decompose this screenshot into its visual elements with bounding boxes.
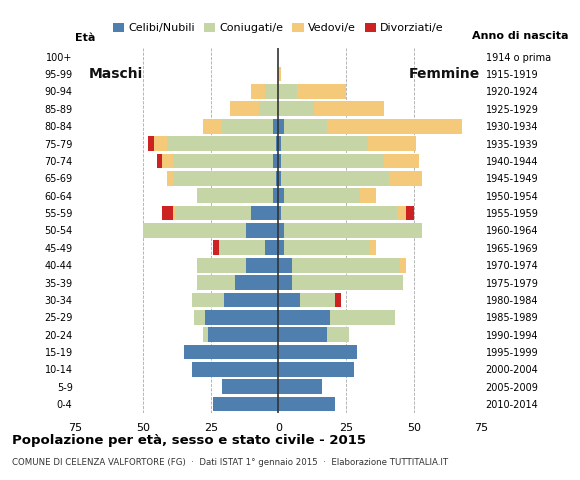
Bar	[192, 292, 224, 307]
Bar	[405, 205, 414, 220]
Bar	[259, 101, 278, 116]
Bar	[327, 327, 349, 342]
Bar	[197, 275, 235, 290]
Bar	[265, 84, 278, 99]
Bar	[327, 119, 462, 133]
Legend: Celibi/Nubili, Coniugati/e, Vedovi/e, Divorziati/e: Celibi/Nubili, Coniugati/e, Vedovi/e, Di…	[108, 19, 448, 38]
Bar	[278, 101, 314, 116]
Bar	[192, 362, 278, 377]
Bar	[300, 292, 335, 307]
Bar	[273, 154, 278, 168]
Bar	[154, 136, 168, 151]
Bar	[278, 275, 292, 290]
Bar	[276, 171, 278, 186]
Bar	[298, 84, 346, 99]
Bar	[273, 119, 278, 133]
Text: Femmine: Femmine	[408, 67, 480, 81]
Bar	[213, 240, 219, 255]
Bar	[173, 154, 273, 168]
Bar	[278, 362, 354, 377]
Bar	[197, 258, 246, 273]
Bar	[162, 205, 173, 220]
Bar	[278, 223, 284, 238]
Bar	[278, 240, 284, 255]
Text: Maschi: Maschi	[89, 67, 143, 81]
Bar	[143, 223, 246, 238]
Text: Anno di nascita: Anno di nascita	[472, 31, 568, 41]
Bar	[278, 205, 281, 220]
Bar	[265, 240, 278, 255]
Bar	[278, 188, 284, 203]
Bar	[292, 275, 403, 290]
Text: COMUNE DI CELENZA VALFORTORE (FG)  ·  Dati ISTAT 1° gennaio 2015  ·  Elaborazion: COMUNE DI CELENZA VALFORTORE (FG) · Dati…	[12, 458, 448, 468]
Bar	[278, 345, 357, 360]
Bar	[278, 119, 284, 133]
Bar	[148, 136, 154, 151]
Bar	[168, 136, 276, 151]
Bar	[278, 84, 298, 99]
Bar	[278, 327, 327, 342]
Bar	[246, 223, 278, 238]
Bar	[224, 292, 278, 307]
Bar	[335, 292, 340, 307]
Bar	[278, 379, 322, 394]
Bar	[284, 223, 422, 238]
Bar	[330, 310, 395, 324]
Bar	[173, 171, 276, 186]
Text: Età: Età	[75, 33, 96, 43]
Bar	[213, 397, 278, 411]
Bar	[278, 397, 335, 411]
Bar	[176, 205, 251, 220]
Bar	[194, 310, 205, 324]
Bar	[235, 275, 278, 290]
Bar	[284, 240, 371, 255]
Bar	[251, 84, 265, 99]
Bar	[278, 154, 281, 168]
Bar	[281, 136, 368, 151]
Bar	[246, 258, 278, 273]
Bar	[168, 171, 173, 186]
Bar	[173, 205, 176, 220]
Bar	[278, 310, 330, 324]
Bar	[251, 205, 278, 220]
Bar	[222, 379, 278, 394]
Bar	[281, 171, 389, 186]
Bar	[184, 345, 278, 360]
Bar	[278, 292, 300, 307]
Bar	[278, 258, 292, 273]
Bar	[276, 136, 278, 151]
Bar	[400, 258, 405, 273]
Bar	[278, 136, 281, 151]
Bar	[360, 188, 376, 203]
Bar	[389, 171, 422, 186]
Bar	[284, 188, 360, 203]
Bar	[222, 119, 273, 133]
Bar	[157, 154, 162, 168]
Bar	[278, 67, 281, 82]
Text: Popolazione per età, sesso e stato civile - 2015: Popolazione per età, sesso e stato civil…	[12, 434, 365, 447]
Bar	[230, 101, 259, 116]
Bar	[371, 240, 376, 255]
Bar	[292, 258, 400, 273]
Bar	[205, 310, 278, 324]
Bar	[219, 240, 265, 255]
Bar	[281, 154, 384, 168]
Bar	[314, 101, 384, 116]
Bar	[273, 188, 278, 203]
Bar	[281, 205, 397, 220]
Bar	[202, 119, 222, 133]
Bar	[368, 136, 416, 151]
Bar	[384, 154, 419, 168]
Bar	[397, 205, 405, 220]
Bar	[197, 188, 273, 203]
Bar	[202, 327, 208, 342]
Bar	[208, 327, 278, 342]
Bar	[284, 119, 327, 133]
Bar	[162, 154, 173, 168]
Bar	[278, 171, 281, 186]
